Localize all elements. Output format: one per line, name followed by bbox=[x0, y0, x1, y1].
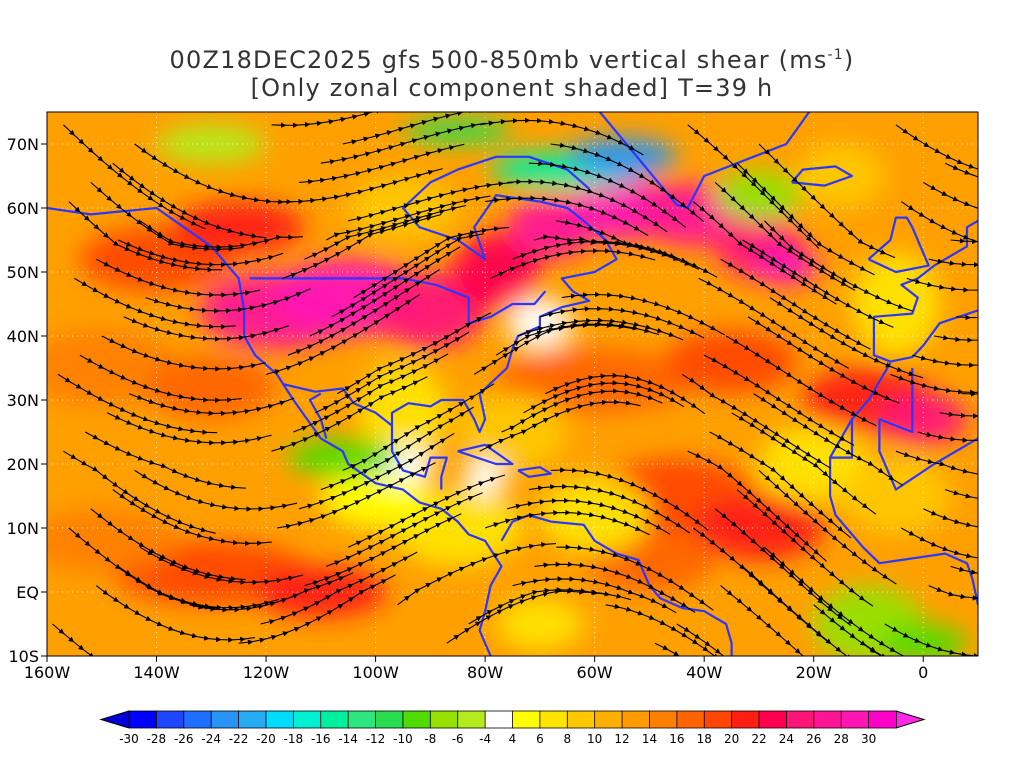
colorbar-label: -18 bbox=[284, 732, 304, 746]
colorbar-swatch bbox=[265, 710, 295, 729]
colorbar-label: -6 bbox=[452, 732, 464, 746]
colorbar-swatch bbox=[320, 710, 350, 729]
lon-label: 20W bbox=[796, 663, 832, 682]
colorbar-label: 20 bbox=[724, 732, 739, 746]
colorbar-over-arrow bbox=[895, 710, 926, 729]
lon-label: 40W bbox=[686, 663, 722, 682]
colorbar-swatch bbox=[183, 710, 213, 729]
colorbar-label: 8 bbox=[563, 732, 571, 746]
colorbar-swatch bbox=[429, 710, 459, 729]
colorbar-swatch bbox=[786, 710, 815, 729]
colorbar-label: -8 bbox=[424, 732, 436, 746]
colorbar-swatch bbox=[731, 710, 760, 729]
colorbar-label: 12 bbox=[614, 732, 629, 746]
colorbar-swatch bbox=[758, 710, 788, 729]
colorbar-swatch bbox=[210, 710, 240, 729]
colorbar-under-arrow bbox=[99, 710, 130, 729]
colorbar-swatch bbox=[375, 710, 404, 729]
lat-label: 40N bbox=[7, 327, 39, 346]
colorbar-label: 24 bbox=[779, 732, 794, 746]
lat-label: 10N bbox=[7, 519, 39, 538]
colorbar-label: -14 bbox=[338, 732, 358, 746]
colorbar-swatch bbox=[347, 710, 377, 729]
colorbar-swatch bbox=[594, 710, 623, 729]
colorbar-label: 6 bbox=[536, 732, 544, 746]
colorbar-label: -26 bbox=[174, 732, 194, 746]
colorbar-label: -30 bbox=[119, 732, 139, 746]
lon-label: 140W bbox=[133, 663, 180, 682]
colorbar-swatch bbox=[539, 710, 569, 729]
colorbar-label: 30 bbox=[861, 732, 876, 746]
lat-label: 30N bbox=[7, 391, 39, 410]
colorbar-label: 28 bbox=[834, 732, 849, 746]
colorbar-label: 4 bbox=[509, 732, 517, 746]
lat-label: EQ bbox=[16, 583, 39, 602]
colorbar-swatch bbox=[813, 710, 843, 729]
colorbar-swatch bbox=[566, 710, 596, 729]
lon-label: 160W bbox=[24, 663, 71, 682]
title-end: ) bbox=[843, 46, 855, 74]
colorbar-swatch bbox=[840, 710, 870, 729]
streamlines bbox=[47, 112, 978, 656]
colorbar-swatch bbox=[649, 710, 678, 729]
lat-label: 10S bbox=[8, 647, 39, 666]
map-frame bbox=[46, 111, 979, 657]
lat-label: 60N bbox=[7, 199, 39, 218]
map-title-line1: 00Z18DEC2025 gfs 500-850mb vertical shea… bbox=[0, 46, 1024, 74]
lon-label: 80W bbox=[467, 663, 503, 682]
colorbar-label: 14 bbox=[642, 732, 657, 746]
map-axes: 160W 140W 120W 100W 80W 60W 40W 20W 0 70N 60N 50N 40… bbox=[7, 135, 929, 682]
colorbar-label: 10 bbox=[587, 732, 602, 746]
lat-label: 70N bbox=[7, 135, 39, 154]
colorbar-label: -12 bbox=[366, 732, 386, 746]
colorbar-swatch bbox=[512, 710, 541, 729]
colorbar-swatch bbox=[238, 710, 267, 729]
colorbar-label: -10 bbox=[393, 732, 413, 746]
colorbar-label: -4 bbox=[479, 732, 491, 746]
colorbar-label: -22 bbox=[229, 732, 249, 746]
lon-label: 120W bbox=[243, 663, 290, 682]
colorbar-swatch bbox=[128, 710, 158, 729]
lon-label: 60W bbox=[577, 663, 613, 682]
colorbar-label: 16 bbox=[669, 732, 684, 746]
colorbar-swatch bbox=[155, 710, 185, 729]
lat-label: 20N bbox=[7, 455, 39, 474]
title-unit-exponent: -1 bbox=[827, 47, 844, 63]
colorbar-swatch bbox=[292, 710, 322, 729]
colorbar-label: 26 bbox=[806, 732, 821, 746]
colorbar-label: -24 bbox=[201, 732, 221, 746]
colorbar-label: 18 bbox=[697, 732, 712, 746]
colorbar-swatch bbox=[457, 710, 487, 729]
lon-label: 0 bbox=[918, 663, 928, 682]
map-title-line2: [Only zonal component shaded] T=39 h bbox=[250, 74, 774, 102]
colorbar-swatch bbox=[868, 710, 897, 729]
colorbar-swatch bbox=[676, 710, 706, 729]
colorbar-label: 22 bbox=[751, 732, 766, 746]
colorbar-label: -16 bbox=[311, 732, 331, 746]
colorbar-swatch bbox=[402, 710, 432, 729]
lat-label: 50N bbox=[7, 263, 39, 282]
lon-label: 100W bbox=[352, 663, 399, 682]
colorbar-label: -28 bbox=[147, 732, 167, 746]
title-text: 00Z18DEC2025 gfs 500-850mb vertical shea… bbox=[169, 46, 828, 74]
colorbar-swatch bbox=[621, 710, 651, 729]
colorbar-swatch bbox=[703, 710, 733, 729]
colorbar-swatch bbox=[484, 710, 514, 729]
colorbar-label: -20 bbox=[256, 732, 276, 746]
